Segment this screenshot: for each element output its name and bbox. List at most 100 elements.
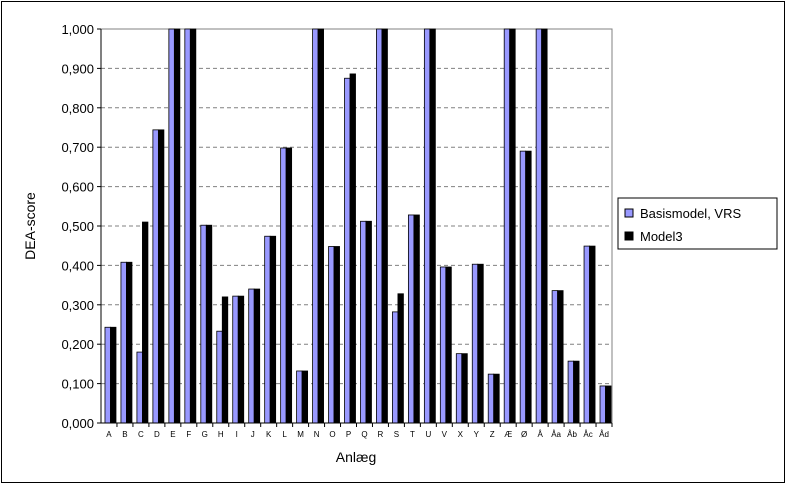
x-tick-label: Z bbox=[490, 430, 495, 439]
bar-model3-S bbox=[397, 293, 404, 424]
bar-model3-Åb bbox=[573, 360, 580, 424]
legend-swatch-model3 bbox=[624, 231, 634, 241]
bar-basismodel-Åa bbox=[551, 290, 559, 424]
y-tick-label: 0,800 bbox=[61, 101, 94, 116]
y-tick-label: 0,600 bbox=[61, 180, 94, 195]
bar-model3-Åa bbox=[557, 290, 564, 424]
bar-model3-Y bbox=[477, 263, 484, 424]
bar-model3-N bbox=[317, 28, 324, 424]
x-tick-label: H bbox=[218, 430, 224, 439]
bar-model3-P bbox=[349, 73, 356, 424]
legend-box bbox=[617, 197, 778, 250]
bar-model3-I bbox=[237, 295, 245, 424]
x-tick-label: E bbox=[170, 430, 175, 439]
bar-basismodel-K bbox=[264, 235, 271, 424]
x-tick-label: Y bbox=[474, 430, 480, 439]
bar-basismodel-R bbox=[376, 28, 383, 424]
bar-basismodel-E bbox=[168, 28, 175, 424]
bar-model3-E bbox=[173, 28, 181, 424]
bar-model3-B bbox=[126, 261, 133, 424]
y-tick-label: 0,000 bbox=[61, 416, 94, 431]
bar-basismodel-G bbox=[200, 224, 207, 424]
x-tick-label: Æ bbox=[504, 430, 512, 439]
bar-model3-U bbox=[429, 28, 436, 424]
bar-model3-Å bbox=[541, 28, 548, 424]
x-tick-label: Åb bbox=[567, 430, 577, 439]
bar-basismodel-U bbox=[423, 28, 431, 424]
bar-model3-Ø bbox=[525, 150, 532, 424]
legend-label-model3: Model3 bbox=[640, 229, 683, 244]
legend-label-basismodel: Basismodel, VRS bbox=[640, 206, 741, 221]
bar-basismodel-Q bbox=[360, 220, 367, 424]
bar-model3-Åc bbox=[589, 245, 596, 424]
y-axis-title: DEA-score bbox=[22, 192, 38, 260]
bar-basismodel-O bbox=[328, 246, 335, 424]
bar-model3-H bbox=[221, 296, 229, 424]
bar-basismodel-H bbox=[216, 330, 223, 424]
x-tick-label: B bbox=[122, 430, 127, 439]
x-tick-label: U bbox=[425, 430, 431, 439]
x-tick-labels: A B C D E F G H I J K L M N O P Q R S T U V X Y Z Æ Ø Å Åa Åb Åc Åd bbox=[106, 430, 609, 439]
bar-basismodel-L bbox=[280, 147, 287, 424]
bar-basismodel-X bbox=[455, 353, 463, 424]
bar-basismodel-F bbox=[184, 28, 191, 424]
x-tick-label: M bbox=[297, 430, 304, 439]
bar-model3-V bbox=[445, 266, 452, 424]
x-tick-label: Åd bbox=[599, 430, 609, 439]
bar-basismodel-A bbox=[104, 326, 111, 424]
bar-model3-Åd bbox=[605, 385, 612, 424]
x-tick-label: Åa bbox=[551, 430, 561, 439]
x-tick-label: P bbox=[346, 430, 351, 439]
x-tick-label: S bbox=[394, 430, 399, 439]
bar-model3-D bbox=[157, 129, 165, 424]
x-tick-label: J bbox=[251, 430, 255, 439]
x-tick-label: K bbox=[266, 430, 272, 439]
x-tick-label: V bbox=[442, 430, 448, 439]
bar-model3-Æ bbox=[509, 28, 516, 424]
bar-model3-G bbox=[205, 224, 213, 424]
bar-model3-C bbox=[142, 221, 149, 424]
x-tick-label: D bbox=[154, 430, 160, 439]
x-tick-label: L bbox=[282, 430, 287, 439]
bar-basismodel-Å bbox=[535, 28, 543, 424]
bar-model3-X bbox=[461, 353, 468, 424]
x-axis-title: Anlæg bbox=[336, 449, 376, 465]
legend-swatch-basismodel bbox=[624, 208, 634, 218]
x-tick-label: Åc bbox=[583, 430, 592, 439]
y-tick-labels: 0,000 0,100 0,200 0,300 0,400 0,500 0,600 0,700… bbox=[61, 22, 94, 431]
bar-model3-F bbox=[189, 28, 197, 424]
x-tick-label: Å bbox=[537, 430, 543, 439]
bar-basismodel-Æ bbox=[503, 28, 511, 424]
bar-model3-R bbox=[381, 28, 388, 424]
x-tick-label: O bbox=[329, 430, 335, 439]
x-tick-label: F bbox=[186, 430, 191, 439]
x-tick-label: C bbox=[138, 430, 144, 439]
bar-basismodel-Y bbox=[471, 263, 479, 424]
x-tick-label: A bbox=[106, 430, 112, 439]
bar-basismodel-Ø bbox=[519, 150, 527, 424]
bar-basismodel-I bbox=[232, 295, 239, 424]
y-tick-label: 0,300 bbox=[61, 298, 94, 313]
bar-basismodel-P bbox=[344, 77, 351, 424]
bar-basismodel-Åb bbox=[567, 360, 574, 424]
y-tick-label: 0,700 bbox=[61, 140, 94, 155]
legend: Basismodel, VRS Model3 bbox=[617, 197, 778, 250]
bar-model3-A bbox=[110, 326, 117, 424]
bar-basismodel-Åd bbox=[599, 385, 606, 424]
bar-basismodel-Z bbox=[487, 373, 495, 424]
bar-basismodel-J bbox=[248, 288, 255, 424]
y-tick-label: 0,100 bbox=[61, 377, 94, 392]
x-tick-label: R bbox=[378, 430, 384, 439]
bar-model3-K bbox=[269, 235, 277, 424]
bar-basismodel-M bbox=[296, 370, 303, 424]
x-tick-label: X bbox=[458, 430, 464, 439]
y-tick-label: 1,000 bbox=[61, 22, 94, 37]
x-tick-label: Q bbox=[361, 430, 367, 439]
bar-model3-Q bbox=[365, 220, 372, 424]
x-tick-label: G bbox=[202, 430, 208, 439]
x-tick-label: T bbox=[410, 430, 415, 439]
bar-model3-L bbox=[285, 147, 293, 424]
bar-model3-M bbox=[301, 370, 309, 424]
bar-model3-J bbox=[253, 288, 261, 424]
